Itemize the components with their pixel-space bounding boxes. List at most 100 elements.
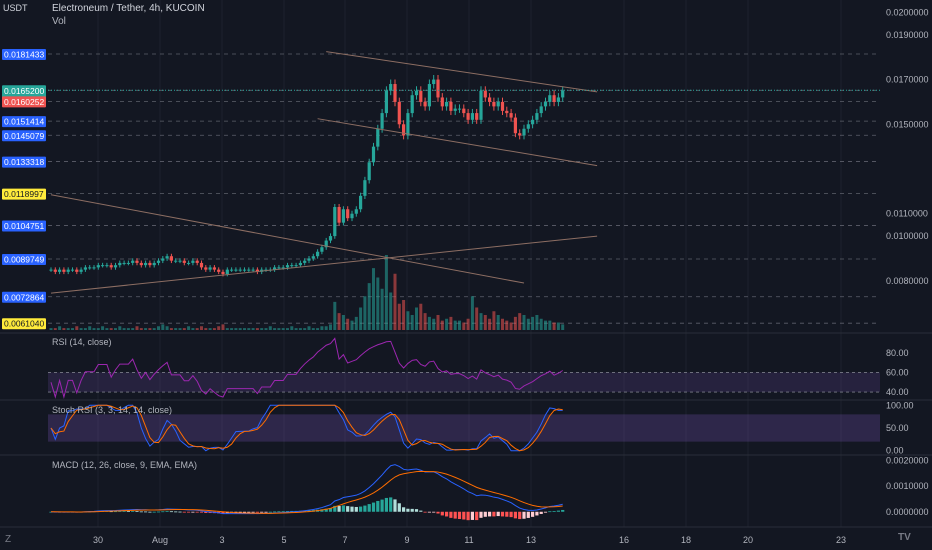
volume-bar	[367, 283, 371, 330]
rsi-tick-label: 60.00	[886, 367, 909, 377]
price-label-box	[2, 156, 46, 168]
volume-bar	[316, 328, 320, 330]
macd-tick-label: 0.0020000	[886, 456, 929, 466]
macd-histogram-bar	[204, 511, 208, 513]
candle-body	[445, 101, 449, 107]
macd-histogram-bar	[144, 511, 148, 513]
volume-bar	[234, 328, 238, 330]
candle-body	[178, 260, 182, 262]
macd-histogram-bar	[242, 511, 247, 513]
time-tick-label: 23	[836, 535, 846, 545]
volume-bar	[432, 318, 436, 330]
macd-histogram-bar	[406, 508, 410, 512]
candle-body	[432, 79, 436, 85]
macd-histogram-bar	[281, 511, 285, 513]
time-tick-label: 13	[526, 535, 536, 545]
macd-histogram-bar	[126, 511, 130, 512]
volume-bar	[88, 326, 92, 330]
price-tick-label: 0.0100000	[886, 231, 929, 241]
tradingview-logo-icon[interactable]: TV	[898, 532, 911, 543]
macd-histogram-bar	[466, 511, 470, 521]
volume-bar	[307, 326, 311, 330]
volume-bar	[144, 328, 148, 330]
candle-body	[139, 262, 143, 266]
macd-histogram-bar	[122, 511, 126, 512]
candle-body	[333, 207, 337, 237]
volume-bar	[230, 328, 234, 330]
macd-histogram-bar	[449, 511, 453, 518]
rsi-band	[48, 372, 880, 393]
price-label: 0.0151414	[4, 117, 44, 127]
volume-bar	[535, 315, 539, 330]
volume-bar	[329, 324, 332, 330]
z-logo-icon[interactable]: Z	[5, 534, 12, 545]
volume-bar	[75, 326, 79, 330]
candle-body	[505, 110, 509, 114]
candle-body	[406, 113, 410, 136]
candle-body	[174, 260, 178, 262]
macd-histogram-bar	[445, 511, 449, 517]
macd-histogram-bar	[432, 511, 436, 513]
macd-histogram-bar	[238, 511, 242, 513]
macd-histogram-bar	[268, 511, 272, 513]
candle-body	[552, 95, 556, 102]
candle-body	[161, 258, 165, 261]
macd-histogram-bar	[483, 511, 487, 517]
candle-body	[436, 79, 440, 98]
price-tick-label: 0.0200000	[886, 7, 929, 17]
macd-histogram-bar	[174, 511, 178, 513]
volume-bar	[71, 328, 74, 330]
candle-body	[341, 209, 345, 223]
macd-histogram-bar	[367, 504, 371, 512]
volume-bar	[363, 296, 367, 330]
price-label: 0.0181433	[4, 49, 44, 59]
macd-histogram-bar	[148, 511, 152, 513]
macd-tick-label: 0.0010000	[886, 481, 929, 491]
volume-bar	[393, 273, 397, 330]
price-label-box	[2, 318, 46, 330]
candle-body	[466, 113, 470, 120]
candle-body	[109, 265, 113, 268]
candle-body	[462, 108, 466, 114]
volume-bar	[445, 318, 449, 330]
time-tick-label: 20	[743, 535, 753, 545]
volume-bar	[402, 300, 406, 330]
volume-bar	[294, 328, 298, 330]
volume-bar	[165, 326, 169, 330]
volume-bar	[333, 301, 337, 330]
price-label-box	[2, 116, 46, 128]
volume-bar	[118, 326, 122, 330]
candle-body	[101, 265, 105, 267]
volume-bar	[475, 307, 479, 330]
volume-bar	[161, 324, 165, 330]
volume-bar	[389, 292, 393, 330]
time-tick-label: 3	[219, 535, 224, 545]
candle-body	[217, 269, 221, 272]
price-label-box	[2, 85, 46, 97]
macd-histogram-bar	[109, 511, 113, 513]
candle-body	[311, 256, 315, 259]
volume-bar	[101, 326, 105, 330]
candle-body	[397, 101, 401, 125]
candle-body	[225, 269, 229, 275]
candle-body	[303, 260, 307, 263]
volume-bar	[346, 318, 350, 330]
macd-histogram-bar	[169, 511, 173, 513]
candle-body	[419, 90, 423, 102]
trendline	[317, 118, 598, 167]
volume-bar	[526, 318, 530, 330]
candle-body	[92, 267, 96, 269]
candle-body	[402, 124, 406, 136]
candle-body	[367, 162, 371, 181]
candle-body	[165, 256, 169, 259]
candle-body	[320, 247, 324, 252]
candle-body	[75, 269, 79, 272]
candle-body	[548, 95, 552, 102]
price-label: 0.0160252	[4, 97, 44, 107]
candle-body	[496, 101, 500, 107]
price-label: 0.0089749	[4, 255, 44, 265]
macd-histogram-bar	[255, 511, 259, 513]
candle-body	[427, 84, 431, 107]
volume-bar	[139, 328, 143, 330]
